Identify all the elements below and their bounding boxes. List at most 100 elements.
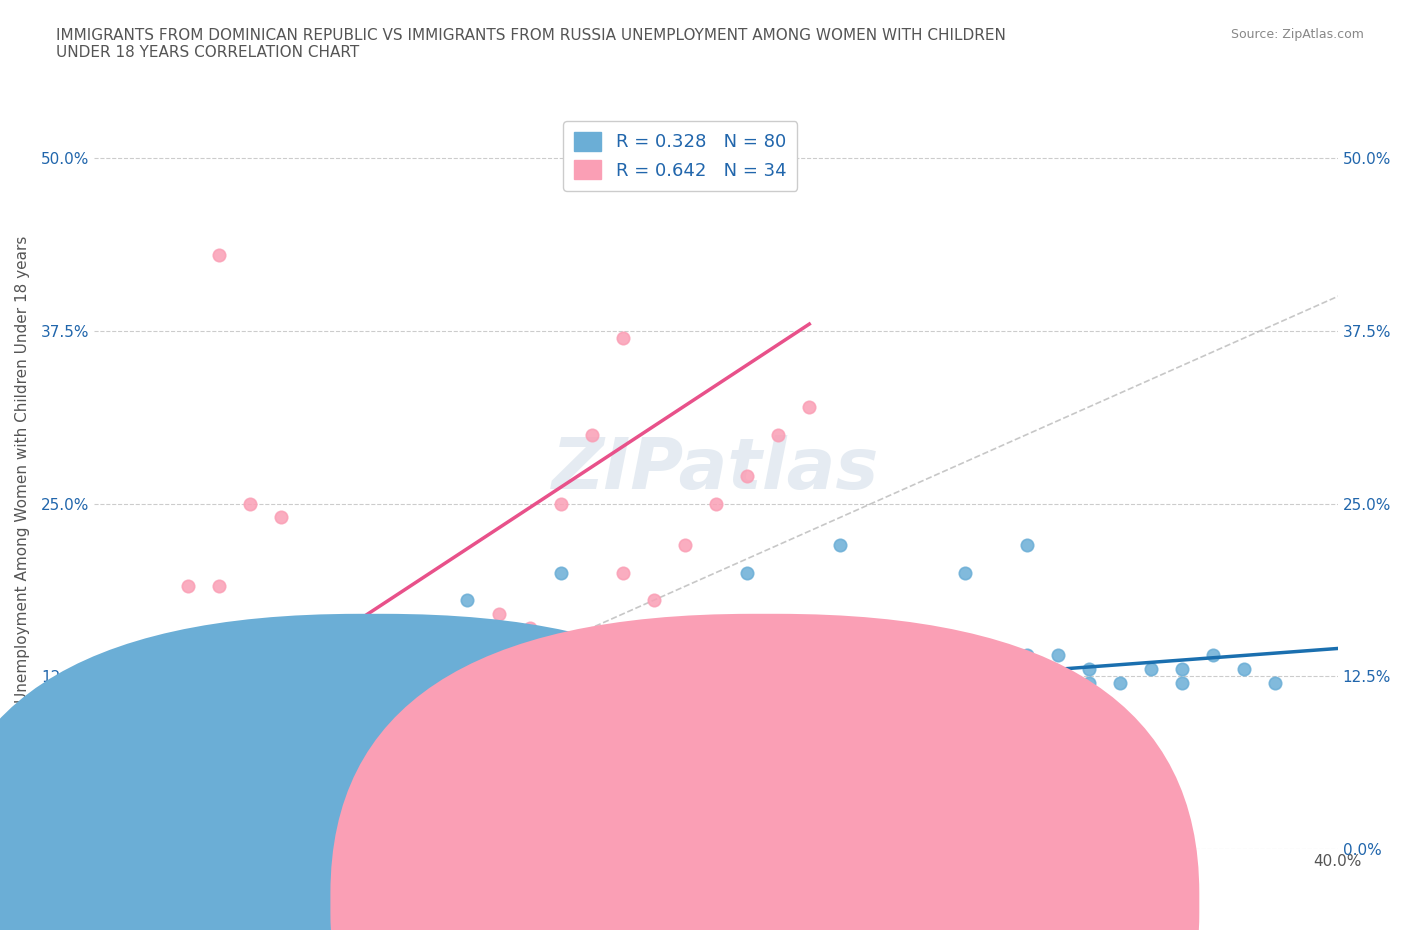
Point	[239, 758, 262, 773]
Point	[643, 648, 665, 663]
Point	[332, 689, 354, 704]
Point	[550, 565, 572, 580]
Point	[612, 703, 634, 718]
Point	[953, 565, 976, 580]
Point	[363, 731, 385, 746]
Point	[766, 427, 789, 442]
Point	[270, 703, 292, 718]
Point	[332, 745, 354, 760]
Point	[332, 745, 354, 760]
Point	[363, 703, 385, 718]
Point	[208, 247, 231, 262]
Point	[519, 620, 541, 635]
Point	[581, 427, 603, 442]
Point	[270, 510, 292, 525]
Point	[208, 772, 231, 787]
Point	[1140, 662, 1163, 677]
Point	[766, 662, 789, 677]
Point	[394, 675, 416, 690]
Point	[332, 717, 354, 732]
Point	[394, 689, 416, 704]
Point	[145, 731, 167, 746]
Point	[830, 538, 852, 552]
Point	[1078, 662, 1101, 677]
Text: Immigrants from Dominican Republic: Immigrants from Dominican Republic	[392, 892, 676, 907]
Point	[394, 648, 416, 663]
Point	[177, 758, 200, 773]
Point	[643, 689, 665, 704]
Point	[1171, 662, 1194, 677]
Point	[673, 538, 696, 552]
Point	[301, 703, 323, 718]
Point	[301, 758, 323, 773]
Point	[239, 745, 262, 760]
Point	[301, 731, 323, 746]
Point	[704, 675, 727, 690]
Point	[581, 648, 603, 663]
Point	[270, 731, 292, 746]
Point	[953, 648, 976, 663]
Text: IMMIGRANTS FROM DOMINICAN REPUBLIC VS IMMIGRANTS FROM RUSSIA UNEMPLOYMENT AMONG : IMMIGRANTS FROM DOMINICAN REPUBLIC VS IM…	[56, 28, 1007, 60]
Point	[239, 731, 262, 746]
Point	[425, 648, 447, 663]
Point	[114, 786, 136, 801]
Point	[673, 703, 696, 718]
Point	[922, 717, 945, 732]
Text: ZIPatlas: ZIPatlas	[553, 434, 880, 503]
Point	[612, 565, 634, 580]
Point	[1264, 675, 1286, 690]
Point	[766, 634, 789, 649]
Point	[984, 662, 1007, 677]
Point	[363, 703, 385, 718]
Point	[550, 745, 572, 760]
Point	[830, 675, 852, 690]
Point	[860, 689, 883, 704]
Point	[550, 662, 572, 677]
Point	[488, 675, 510, 690]
Point	[922, 662, 945, 677]
Point	[735, 469, 758, 484]
Point	[488, 689, 510, 704]
Point	[1233, 662, 1256, 677]
Point	[519, 717, 541, 732]
Point	[735, 565, 758, 580]
Point	[394, 662, 416, 677]
Point	[1046, 648, 1069, 663]
Point	[456, 703, 478, 718]
Point	[363, 689, 385, 704]
Point	[394, 731, 416, 746]
Point	[394, 717, 416, 732]
Point	[643, 592, 665, 607]
Point	[612, 662, 634, 677]
Point	[456, 731, 478, 746]
Point	[519, 648, 541, 663]
Point	[550, 496, 572, 511]
Point	[456, 634, 478, 649]
Point	[177, 758, 200, 773]
Point	[891, 648, 914, 663]
Point	[673, 675, 696, 690]
Point	[612, 330, 634, 345]
Point	[425, 662, 447, 677]
Point	[766, 675, 789, 690]
Point	[145, 786, 167, 801]
Y-axis label: Unemployment Among Women with Children Under 18 years: Unemployment Among Women with Children U…	[15, 235, 30, 703]
Point	[581, 689, 603, 704]
Point	[704, 496, 727, 511]
Point	[799, 689, 821, 704]
Point	[239, 772, 262, 787]
Point	[1015, 538, 1038, 552]
Point	[208, 578, 231, 593]
Point	[581, 675, 603, 690]
Point	[332, 717, 354, 732]
Point	[145, 772, 167, 787]
Point	[456, 592, 478, 607]
Point	[363, 745, 385, 760]
Point	[860, 662, 883, 677]
Point	[799, 648, 821, 663]
Point	[301, 703, 323, 718]
Legend: R = 0.328   N = 80, R = 0.642   N = 34: R = 0.328 N = 80, R = 0.642 N = 34	[564, 121, 797, 191]
Point	[799, 400, 821, 415]
Point	[612, 675, 634, 690]
Point	[1078, 675, 1101, 690]
